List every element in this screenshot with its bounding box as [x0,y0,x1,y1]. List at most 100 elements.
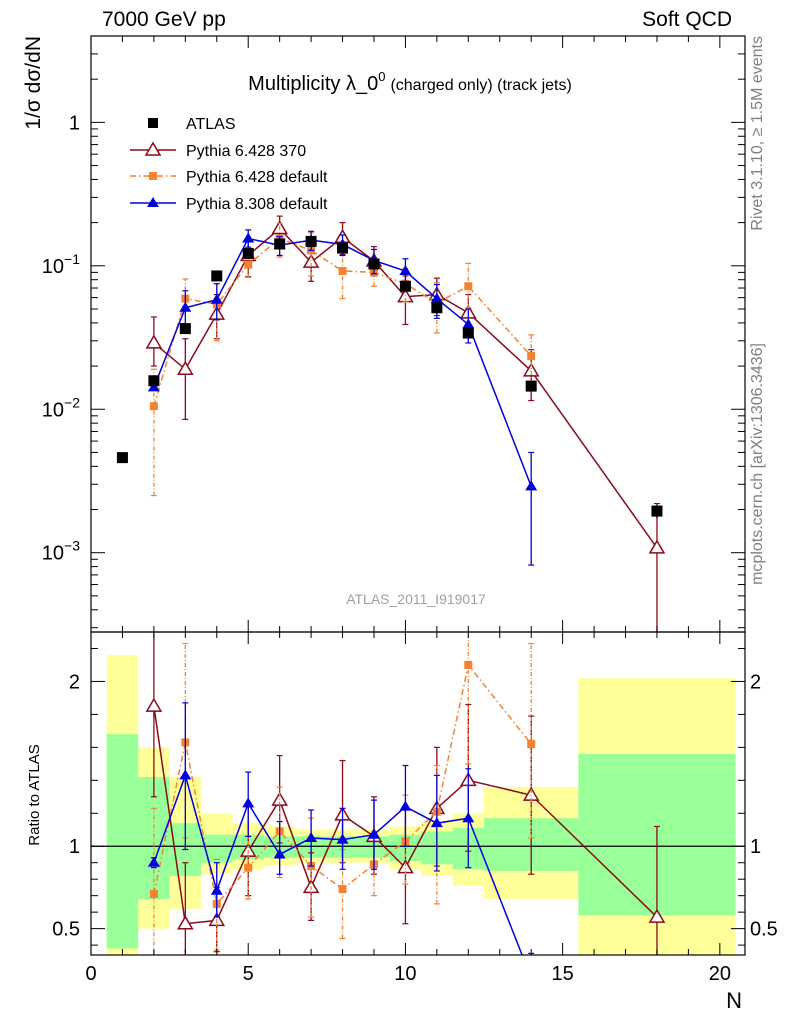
main-series-0-marker-4 [242,247,254,259]
main-series-1-marker-12 [648,539,666,554]
ratio-series-2-marker-11 [525,972,537,982]
main-series-3-marker-10 [462,318,475,329]
main-series-0 [116,235,663,518]
main-series-0-marker-9 [399,280,411,292]
main-series-2-line [153,237,532,407]
main-series-0-marker-7 [337,242,349,254]
main-series-1-marker-1 [177,360,194,376]
ratio-series-1-line [153,663,532,906]
ratio-series-0-marker-12 [648,908,666,923]
main-series-0-marker-13 [651,505,663,517]
ratio-series-2-marker-6 [336,833,349,844]
ratio-series-2-marker-5 [305,831,318,842]
main-series-3-line [153,237,532,487]
x-tick-label-2: 10 [394,963,416,985]
main-series-1-marker-0 [145,334,163,349]
x-tick-label-4: 20 [709,963,731,985]
x-tick-label-3: 15 [552,963,574,985]
main-series-3-marker-3 [242,232,255,243]
ratio-series-2-line [153,772,523,955]
main-title-sup: 0 [378,69,385,84]
ratio-y-tick-label-right-0: 0.5 [750,919,778,941]
main-series-0-marker-10 [431,302,443,314]
main-y-tick-label-0: 1 [69,112,80,134]
ratio-series-2-marker-8 [399,800,412,811]
ratio-y-axis-label: Ratio to ATLAS [26,744,43,845]
ratio-band-green-0 [106,734,139,949]
ratio-frame [90,631,746,956]
main-y-tick-label-1: 10−1 [42,251,80,278]
main-series-0-marker-3 [211,270,223,282]
main-series-0-marker-11 [462,327,474,339]
legend-label-pythia8-default: Pythia 8.308 default [186,196,328,213]
ratio-y-tick-label-right-1: 1 [750,836,761,858]
x-axis-label: N [726,988,742,1013]
main-series-0-marker-1 [148,375,160,387]
ratio-y-tick-label-left-0: 0.5 [52,919,80,941]
legend-marker-pythia8-default [147,197,159,207]
legend-entry-pythia6-370: Pythia 6.428 370 [130,141,306,160]
ratio-series-1-marker-0 [149,890,158,899]
main-series-3-marker-9 [430,292,443,303]
header-left: 7000 GeV pp [102,8,226,31]
main-series-3-marker-8 [399,265,412,276]
main-series-2-marker-11 [527,352,536,361]
ratio-series-1-marker-3 [244,863,253,872]
main-series-0-marker-2 [179,323,191,335]
x-tick-label-0: 0 [85,963,96,985]
ratio-y-tick-label-left-2: 2 [69,671,80,693]
main-y-tick-label-base-2: 10 [42,399,64,421]
legend-marker-atlas [148,118,158,128]
ratio-y-tick-label-left-1: 1 [69,836,80,858]
main-title: Multiplicity λ_00 (charged only) (track j… [248,69,572,95]
main-series-0-marker-0 [116,452,128,464]
legend-entry-pythia6-default: Pythia 6.428 default [130,169,328,186]
ratio-plot-data [91,632,745,982]
ratio-band-green-3 [201,834,233,863]
legend-label-pythia6-default: Pythia 6.428 default [186,169,328,186]
main-y-tick-label-exp-3: −3 [64,538,80,554]
main-y-tick-label-exp-1: −1 [64,251,80,267]
ratio-series-2 [147,702,537,982]
ratio-series-0-marker-0 [145,697,163,712]
ratio-series-0-marker-1 [177,915,194,930]
main-series-3-marker-2 [210,293,223,304]
legend-label-atlas: ATLAS [186,116,236,133]
main-series-3-marker-1 [179,301,192,312]
ratio-y-tick-label-right-2: 2 [750,671,761,693]
ratio-series-2-marker-1 [179,769,192,780]
legend-entry-pythia8-default: Pythia 8.308 default [130,196,328,213]
main-y-tick-label-2: 10−2 [42,394,80,421]
main-y-tick-label-base-1: 10 [42,256,64,278]
ratio-series-2-marker-7 [367,828,380,839]
main-y-tick-label-exp-2: −2 [64,394,80,410]
main-series-2-marker-0 [149,402,158,411]
ratio-clipped [91,632,745,982]
main-series-3-marker-0 [147,381,160,392]
legend: ATLAS Pythia 6.428 370 Pythia 6.428 defa… [130,116,328,213]
ratio-series-1-marker-10 [464,660,473,669]
mcplots-side-text: mcplots.cern.ch [arXiv:1306.3436] [749,343,766,585]
main-series-2-marker-6 [338,267,347,276]
main-series-1-marker-5 [302,253,320,268]
ratio-series-2-marker-4 [273,848,286,859]
ratio-series-2-marker-3 [242,797,255,808]
x-tick-label-1: 5 [243,963,254,985]
main-title-sub: (charged only) (track jets) [390,77,571,94]
watermark: ATLAS_2011_I919017 [346,591,486,607]
rivet-side-text: Rivet 3.1.10, ≥ 1.5M events [749,36,766,231]
legend-marker-pythia6-default [149,172,157,180]
main-plot-data [116,215,666,632]
ratio-series-1-marker-6 [338,885,347,894]
main-series-0-marker-5 [274,238,286,250]
ratio-series-2-marker-10 [462,812,475,823]
main-series-0-marker-6 [305,235,317,247]
main-y-tick-label-3: 10−3 [42,538,80,565]
ratio-series-2-marker-2 [210,884,223,895]
main-title-text: Multiplicity λ_0 [248,73,378,95]
plot-frames [90,35,746,956]
header-right: Soft QCD [642,8,732,31]
main-y-tick-label-base-0: 1 [69,112,80,134]
